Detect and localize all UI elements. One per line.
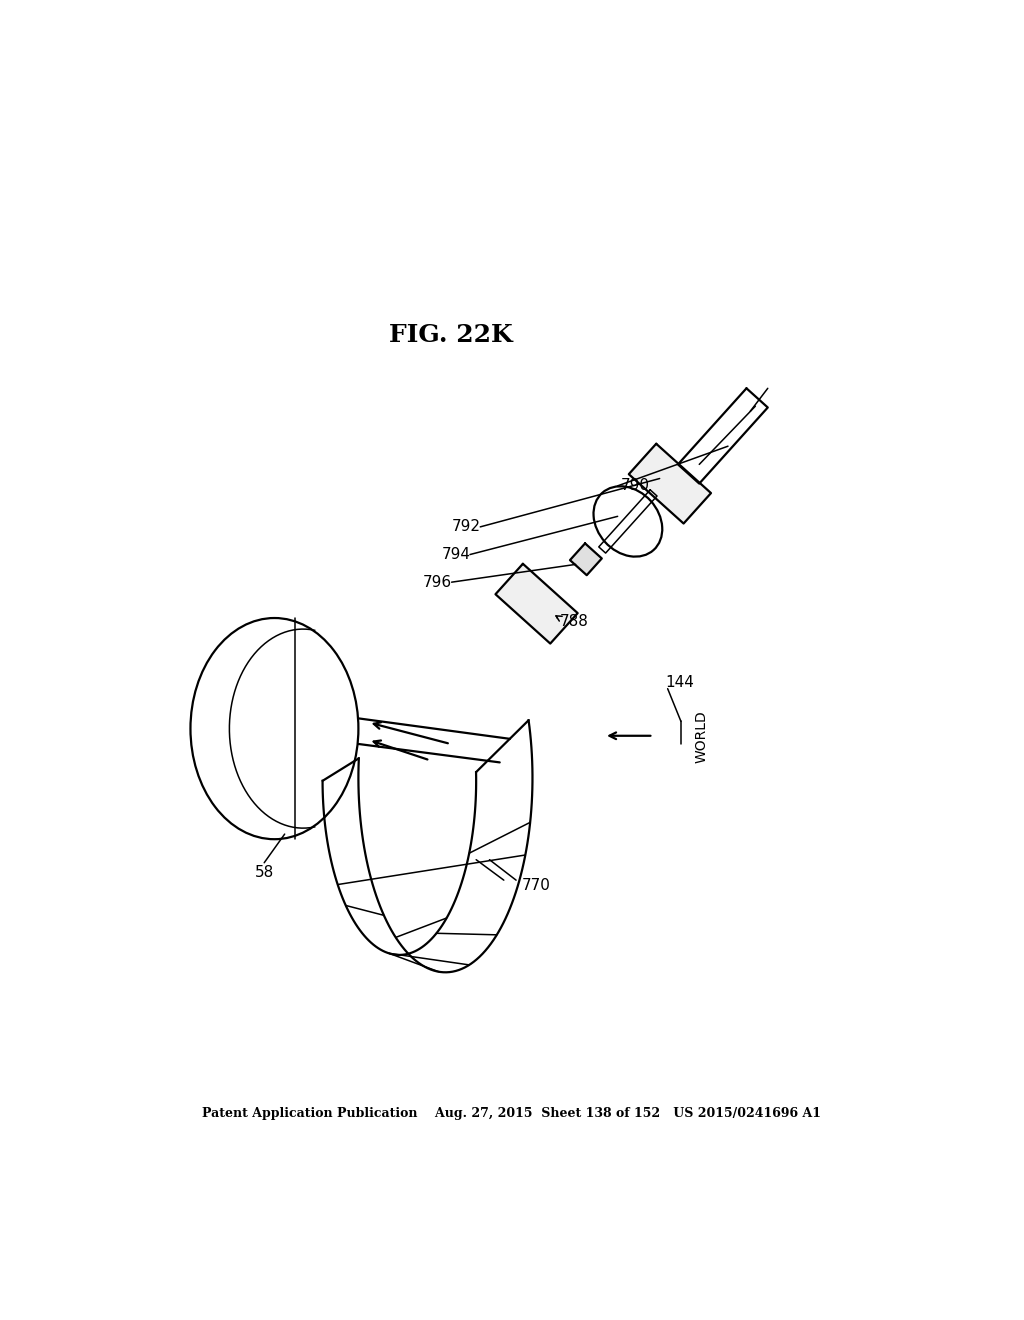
Text: 58: 58 bbox=[255, 865, 273, 880]
Polygon shape bbox=[629, 444, 711, 524]
Polygon shape bbox=[570, 544, 602, 576]
Text: Patent Application Publication    Aug. 27, 2015  Sheet 138 of 152   US 2015/0241: Patent Application Publication Aug. 27, … bbox=[203, 1107, 821, 1121]
Text: 792: 792 bbox=[452, 519, 480, 535]
Text: 788: 788 bbox=[560, 614, 589, 628]
Text: WORLD: WORLD bbox=[694, 710, 709, 763]
Text: 790: 790 bbox=[621, 478, 649, 494]
Text: 144: 144 bbox=[666, 675, 694, 690]
Text: 770: 770 bbox=[522, 878, 551, 892]
Text: 796: 796 bbox=[423, 574, 452, 590]
Polygon shape bbox=[496, 564, 578, 644]
Text: FIG. 22K: FIG. 22K bbox=[389, 323, 512, 347]
Text: 794: 794 bbox=[441, 546, 470, 562]
